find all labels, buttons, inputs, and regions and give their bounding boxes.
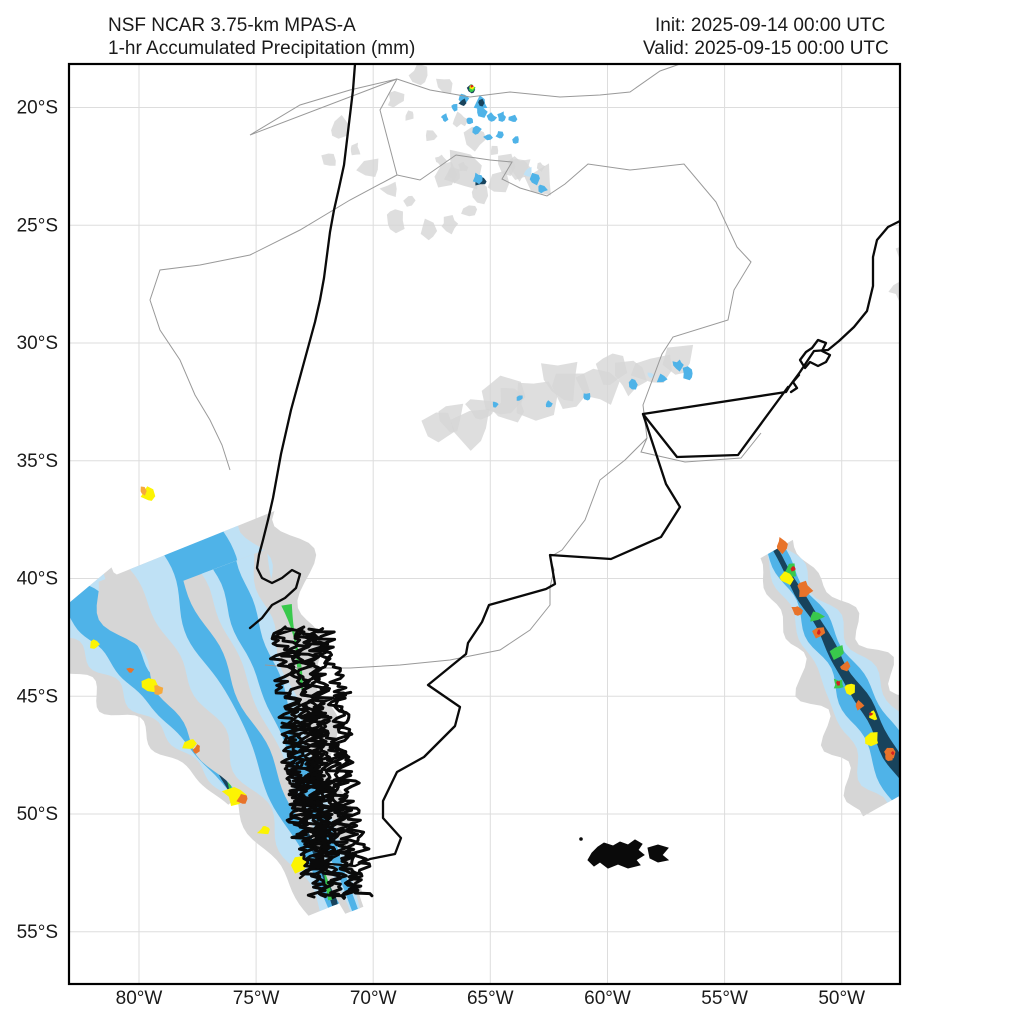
svg-text:50°S: 50°S bbox=[17, 804, 58, 825]
svg-text:20°S: 20°S bbox=[17, 98, 58, 119]
svg-text:75°W: 75°W bbox=[233, 988, 280, 1009]
svg-text:55°S: 55°S bbox=[17, 922, 58, 943]
svg-text:50°W: 50°W bbox=[818, 988, 865, 1009]
svg-text:40°S: 40°S bbox=[17, 569, 58, 590]
svg-text:80°W: 80°W bbox=[116, 988, 163, 1009]
svg-text:25°S: 25°S bbox=[17, 215, 58, 236]
svg-text:30°S: 30°S bbox=[17, 333, 58, 354]
svg-text:65°W: 65°W bbox=[467, 988, 514, 1009]
svg-text:70°W: 70°W bbox=[350, 988, 397, 1009]
svg-text:55°W: 55°W bbox=[701, 988, 748, 1009]
svg-text:45°S: 45°S bbox=[17, 686, 58, 707]
svg-text:35°S: 35°S bbox=[17, 451, 58, 472]
svg-text:60°W: 60°W bbox=[584, 988, 631, 1009]
